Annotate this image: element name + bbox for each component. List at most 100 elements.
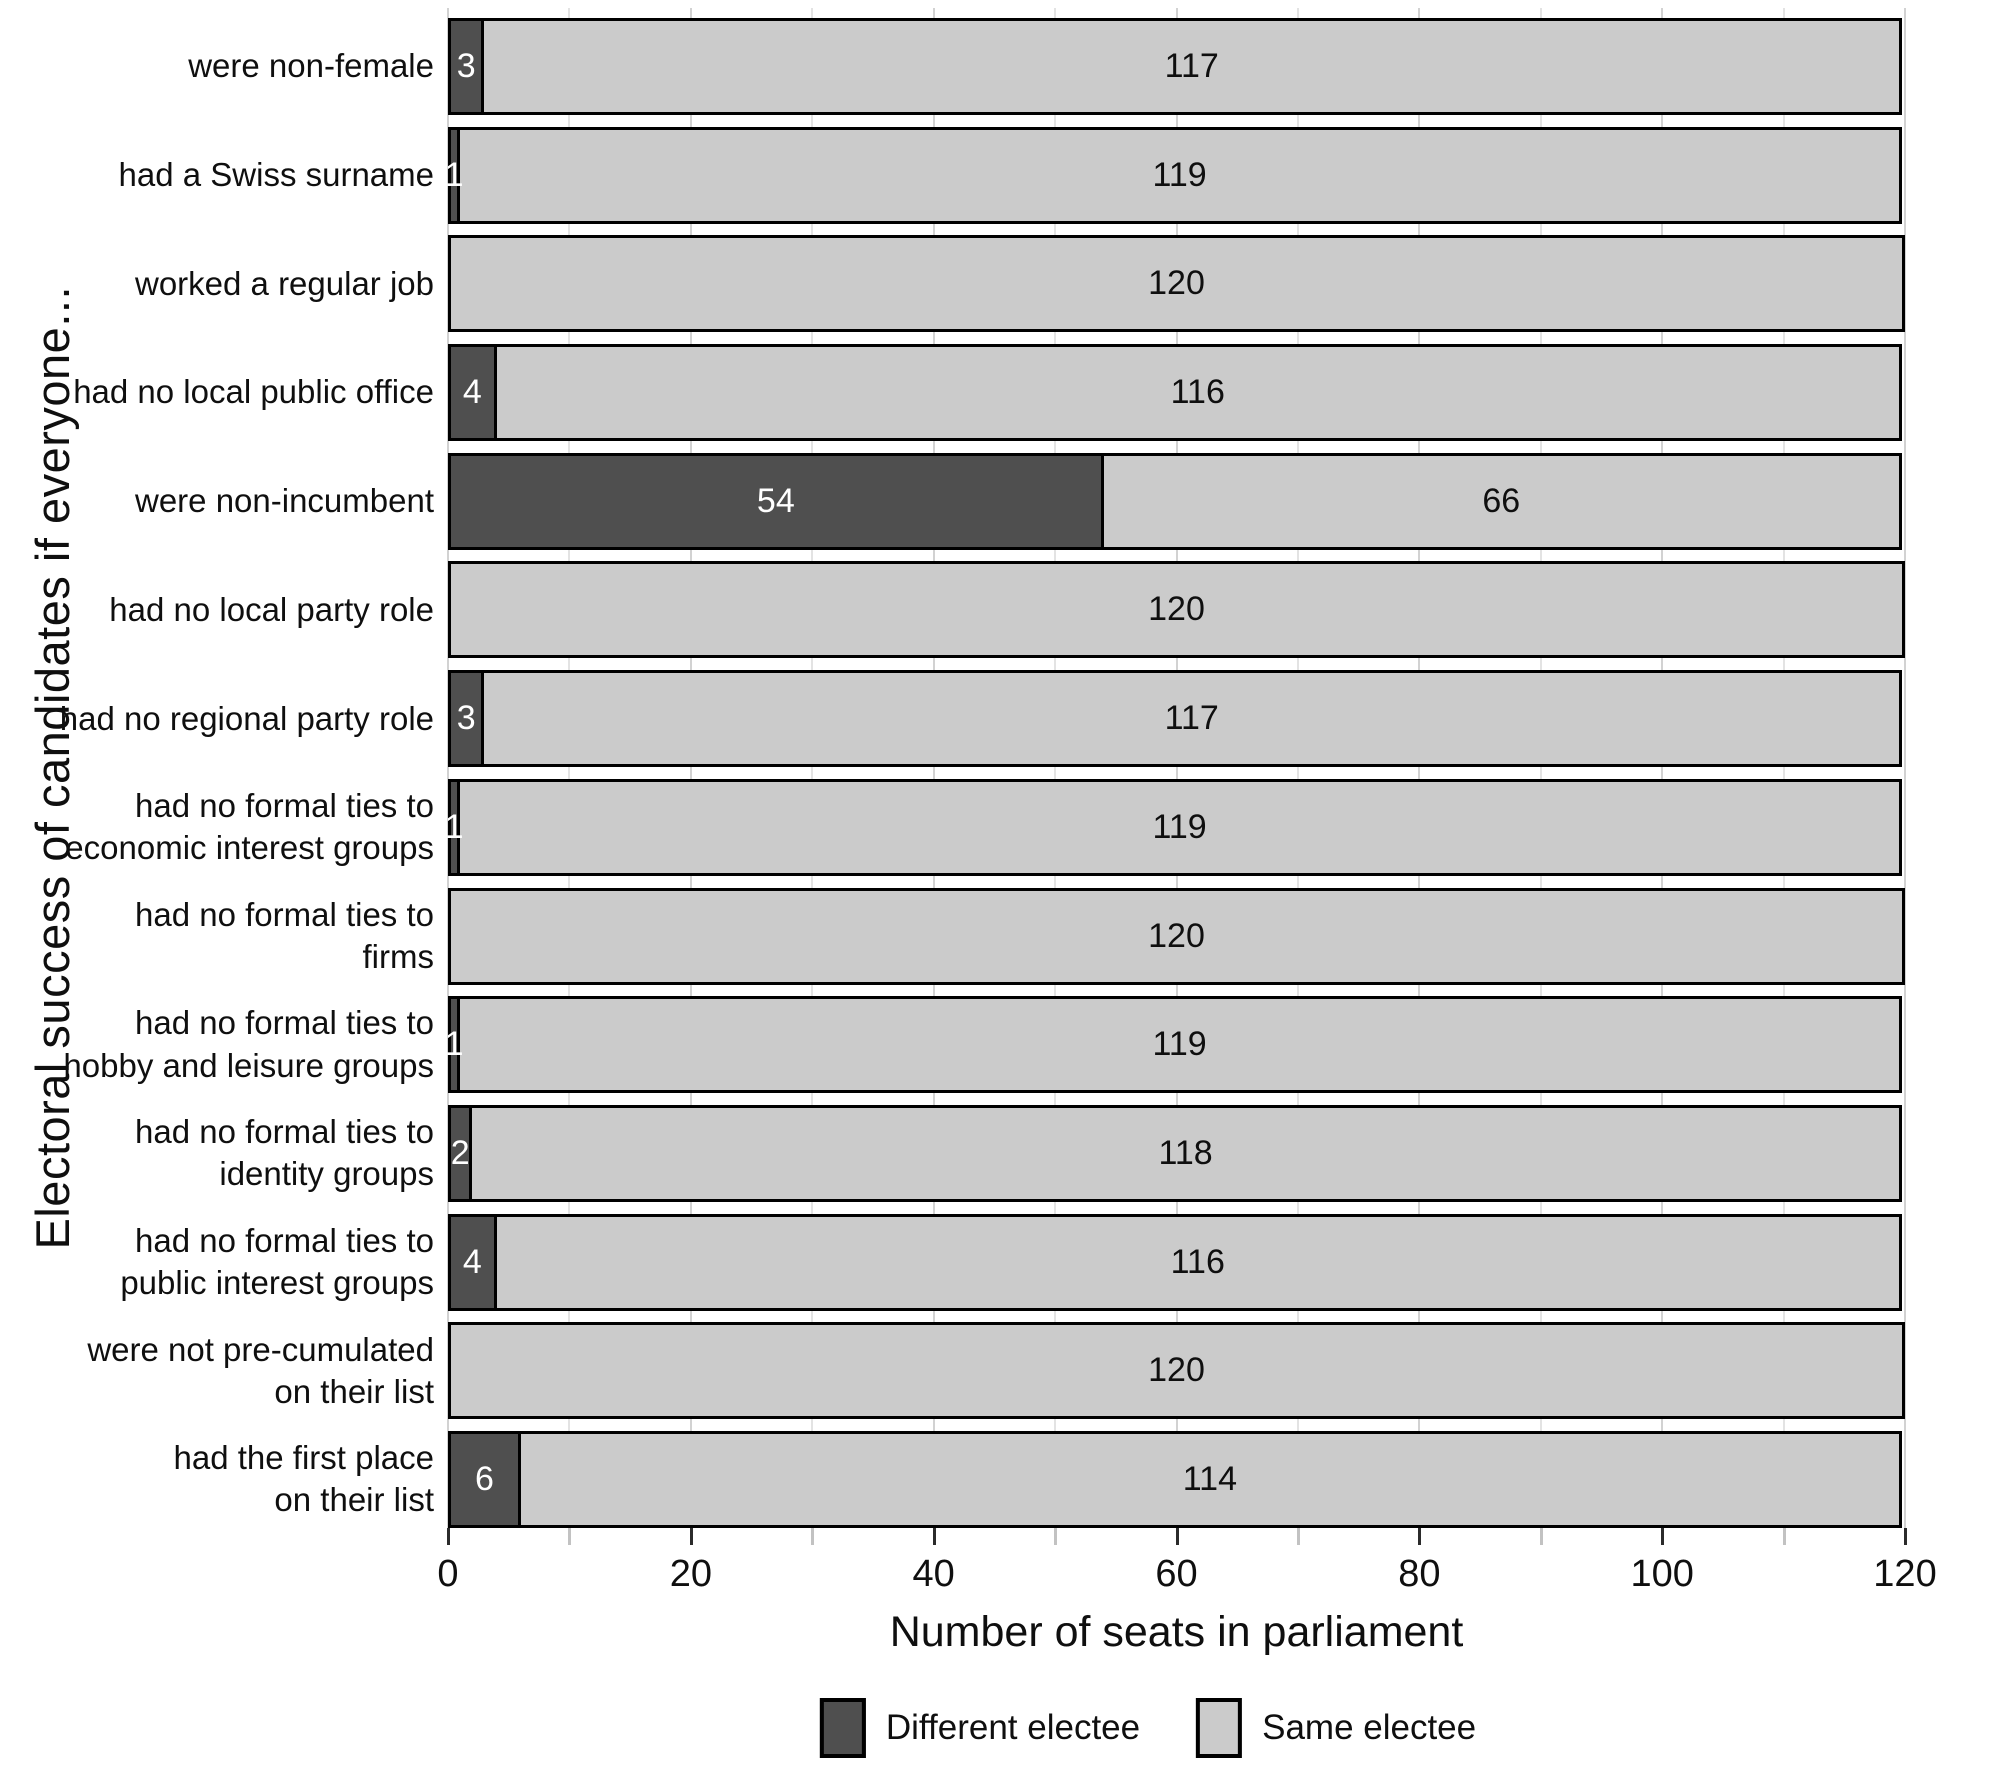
legend-label-different-electee: Different electee [885, 1708, 1141, 1747]
bar-value-same-electee: 117 [1164, 699, 1219, 738]
x-axis-tick-label: 40 [912, 1553, 955, 1595]
bar-segment-different-electee: 4 [448, 1213, 497, 1311]
bar-value-same-electee: 116 [1170, 373, 1225, 412]
bar-value-different-electee: 54 [756, 481, 795, 520]
category-label: had no regional party role [60, 670, 434, 767]
category-label-line: on their list [274, 1372, 434, 1410]
x-axis-title: Number of seats in parliament [889, 1608, 1464, 1656]
bar-segment-same-electee: 114 [517, 1430, 1902, 1528]
bar-segment-same-electee: 116 [493, 344, 1902, 442]
bar-value-different-electee: 6 [474, 1459, 494, 1498]
bar-value-same-electee: 120 [1148, 264, 1205, 303]
x-axis-major-tick [447, 1528, 450, 1545]
category-label: had no formal ties to public interest gro… [104, 1214, 434, 1311]
category-label-line: hobby and leisure groups [63, 1046, 434, 1084]
gridline [1904, 8, 1906, 1528]
x-axis-tick-label: 80 [1398, 1553, 1441, 1595]
bar-value-different-electee: 4 [462, 373, 482, 412]
bar-value-different-electee: 4 [462, 1242, 482, 1281]
bar-segment-different-electee: 2 [448, 1104, 473, 1202]
category-label-line: firms [362, 938, 434, 975]
bar-row: 120 [448, 561, 1905, 659]
category-label-line: had the first place [173, 1439, 435, 1477]
y-axis-title: Electoral success of candidates if every… [0, 8, 104, 1528]
bar-row: 2 118 [448, 1104, 1905, 1202]
category-labels: were non-female had a Swiss surname worked… [60, 8, 435, 1528]
bar-value-same-electee: 119 [1152, 1025, 1207, 1064]
legend-entry-different-electee: Different electee [819, 1698, 1141, 1758]
x-axis-major-tick [932, 1528, 936, 1545]
bar-segment-same-electee: 120 [448, 887, 1905, 985]
bar-segment-different-electee: 54 [448, 452, 1104, 550]
legend-swatch-different-electee [819, 1698, 866, 1758]
bar-segment-same-electee: 116 [493, 1213, 1902, 1311]
bar-value-same-electee: 120 [1148, 916, 1205, 955]
x-axis-tick-label: 20 [669, 1553, 712, 1595]
bar-segment-different-electee: 6 [448, 1430, 521, 1528]
bar-segment-different-electee: 4 [448, 344, 497, 442]
plot-panel: 3 117 1 119 120 4 116 54 66 120 3 117 1 119 120 1 119 2 11… [444, 8, 1906, 1528]
category-label: worked a regular job [104, 235, 434, 332]
x-axis-ticks [447, 1528, 1907, 1546]
bar-segment-different-electee: 3 [448, 670, 485, 768]
bar-value-same-electee: 119 [1152, 155, 1207, 194]
bar-value-different-electee: 1 [444, 155, 464, 194]
bar-segment-same-electee: 118 [469, 1104, 1902, 1202]
x-axis-tick-label: 0 [437, 1553, 459, 1595]
category-label-line: had no local party role [109, 590, 434, 628]
bar-row: 1 119 [444, 778, 1905, 876]
x-axis-major-tick [1418, 1528, 1422, 1545]
gridline [811, 8, 814, 1528]
category-label-line: had no formal ties to [135, 787, 434, 825]
category-label: had no formal ties to economic interest g… [65, 779, 434, 876]
gridline [447, 8, 449, 1528]
gridline [1054, 8, 1057, 1528]
bar-segment-same-electee: 120 [448, 1322, 1905, 1420]
gridline [1539, 8, 1542, 1528]
bar-value-different-electee: 3 [456, 699, 476, 738]
category-label-line: had a Swiss surname [118, 156, 434, 194]
x-axis-minor-tick [1054, 1528, 1058, 1545]
category-label-line: had no formal ties to [135, 1221, 434, 1259]
x-axis-tick-label: 120 [1873, 1553, 1937, 1595]
x-axis-tick-label: 60 [1155, 1553, 1198, 1595]
gridline [1175, 8, 1178, 1528]
x-axis-major-tick [1661, 1528, 1665, 1545]
category-label-line: had no local public office [73, 373, 434, 411]
category-label-line: had no formal ties to [135, 1113, 434, 1151]
gridlines [447, 8, 1906, 1528]
bar-value-same-electee: 117 [1164, 47, 1219, 85]
bar-segment-same-electee: 66 [1100, 452, 1902, 550]
bar-value-same-electee: 119 [1152, 807, 1207, 846]
bar-value-same-electee: 120 [1148, 590, 1205, 629]
x-axis-minor-tick [1539, 1528, 1543, 1545]
category-label-line: worked a regular job [135, 264, 434, 302]
bar-row: 3 117 [448, 670, 1905, 768]
bar-row: 120 [448, 1322, 1905, 1420]
bar-row: 54 66 [448, 452, 1905, 550]
category-label-line: had no regional party role [59, 699, 434, 737]
gridline [689, 8, 692, 1528]
bar-segment-different-electee: 1 [445, 996, 464, 1094]
category-label: had no formal ties to hobby and leisure g… [63, 996, 434, 1093]
x-axis-minor-tick [811, 1528, 815, 1545]
x-axis-major-tick [689, 1528, 693, 1545]
category-label-line: public interest groups [120, 1264, 434, 1302]
bar-row: 1 119 [444, 126, 1905, 224]
x-axis-minor-tick [1296, 1528, 1300, 1545]
bar-segment-same-electee: 120 [448, 561, 1905, 659]
bar-value-different-electee: 1 [444, 1025, 464, 1064]
category-label: had no formal ties to firms [104, 888, 434, 985]
bar-row: 4 116 [448, 1213, 1905, 1311]
x-axis-major-tick [1904, 1528, 1907, 1545]
category-label-line: were non-incumbent [135, 482, 434, 520]
bar-value-different-electee: 2 [450, 1133, 470, 1172]
category-label-line: had no formal ties to [135, 1004, 434, 1042]
legend-swatch-same-electee [1196, 1698, 1243, 1758]
category-label: had no local public office [73, 344, 434, 441]
bar-value-different-electee: 1 [444, 807, 464, 846]
x-axis-major-tick [1175, 1528, 1179, 1545]
category-label: had the first place on their list [104, 1431, 435, 1528]
category-label: were non-female [104, 18, 434, 115]
